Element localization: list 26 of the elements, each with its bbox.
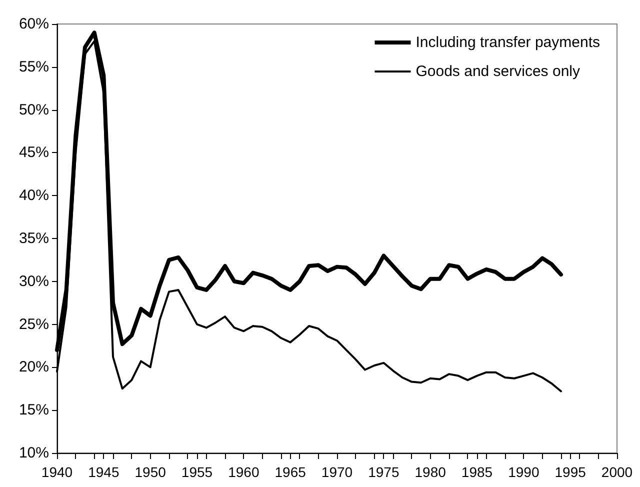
y-tick-label: 15% [18, 402, 49, 419]
x-tick-label: 2000 [601, 464, 633, 480]
x-tick-label: 1985 [461, 464, 493, 480]
legend-label: Goods and services only [416, 63, 580, 80]
y-tick-label: 40% [18, 187, 49, 204]
legend-label: Including transfer payments [416, 34, 600, 51]
y-tick-label: 60% [18, 16, 49, 32]
y-tick-label: 45% [18, 144, 49, 162]
y-tick-label: 10% [18, 444, 49, 462]
y-tick-label: 30% [18, 272, 49, 290]
x-tick-label: 1945 [88, 464, 120, 480]
x-tick-label: 1965 [274, 464, 306, 480]
x-tick-label: 1960 [228, 464, 260, 480]
x-tick-label: 1990 [508, 464, 540, 480]
y-tick-label: 35% [18, 230, 49, 247]
y-tick-label: 55% [18, 58, 49, 76]
x-tick-label: 1975 [368, 464, 400, 480]
x-tick-label: 1980 [414, 464, 446, 480]
x-tick-label: 1970 [321, 464, 353, 480]
x-tick-label: 1940 [41, 464, 73, 480]
x-tick-label: 1950 [134, 464, 166, 480]
y-tick-label: 20% [18, 358, 49, 376]
y-tick-label: 50% [18, 101, 49, 118]
x-tick-label: 1995 [554, 464, 586, 480]
y-tick-label: 25% [18, 316, 49, 333]
x-tick-label: 1955 [181, 464, 213, 480]
